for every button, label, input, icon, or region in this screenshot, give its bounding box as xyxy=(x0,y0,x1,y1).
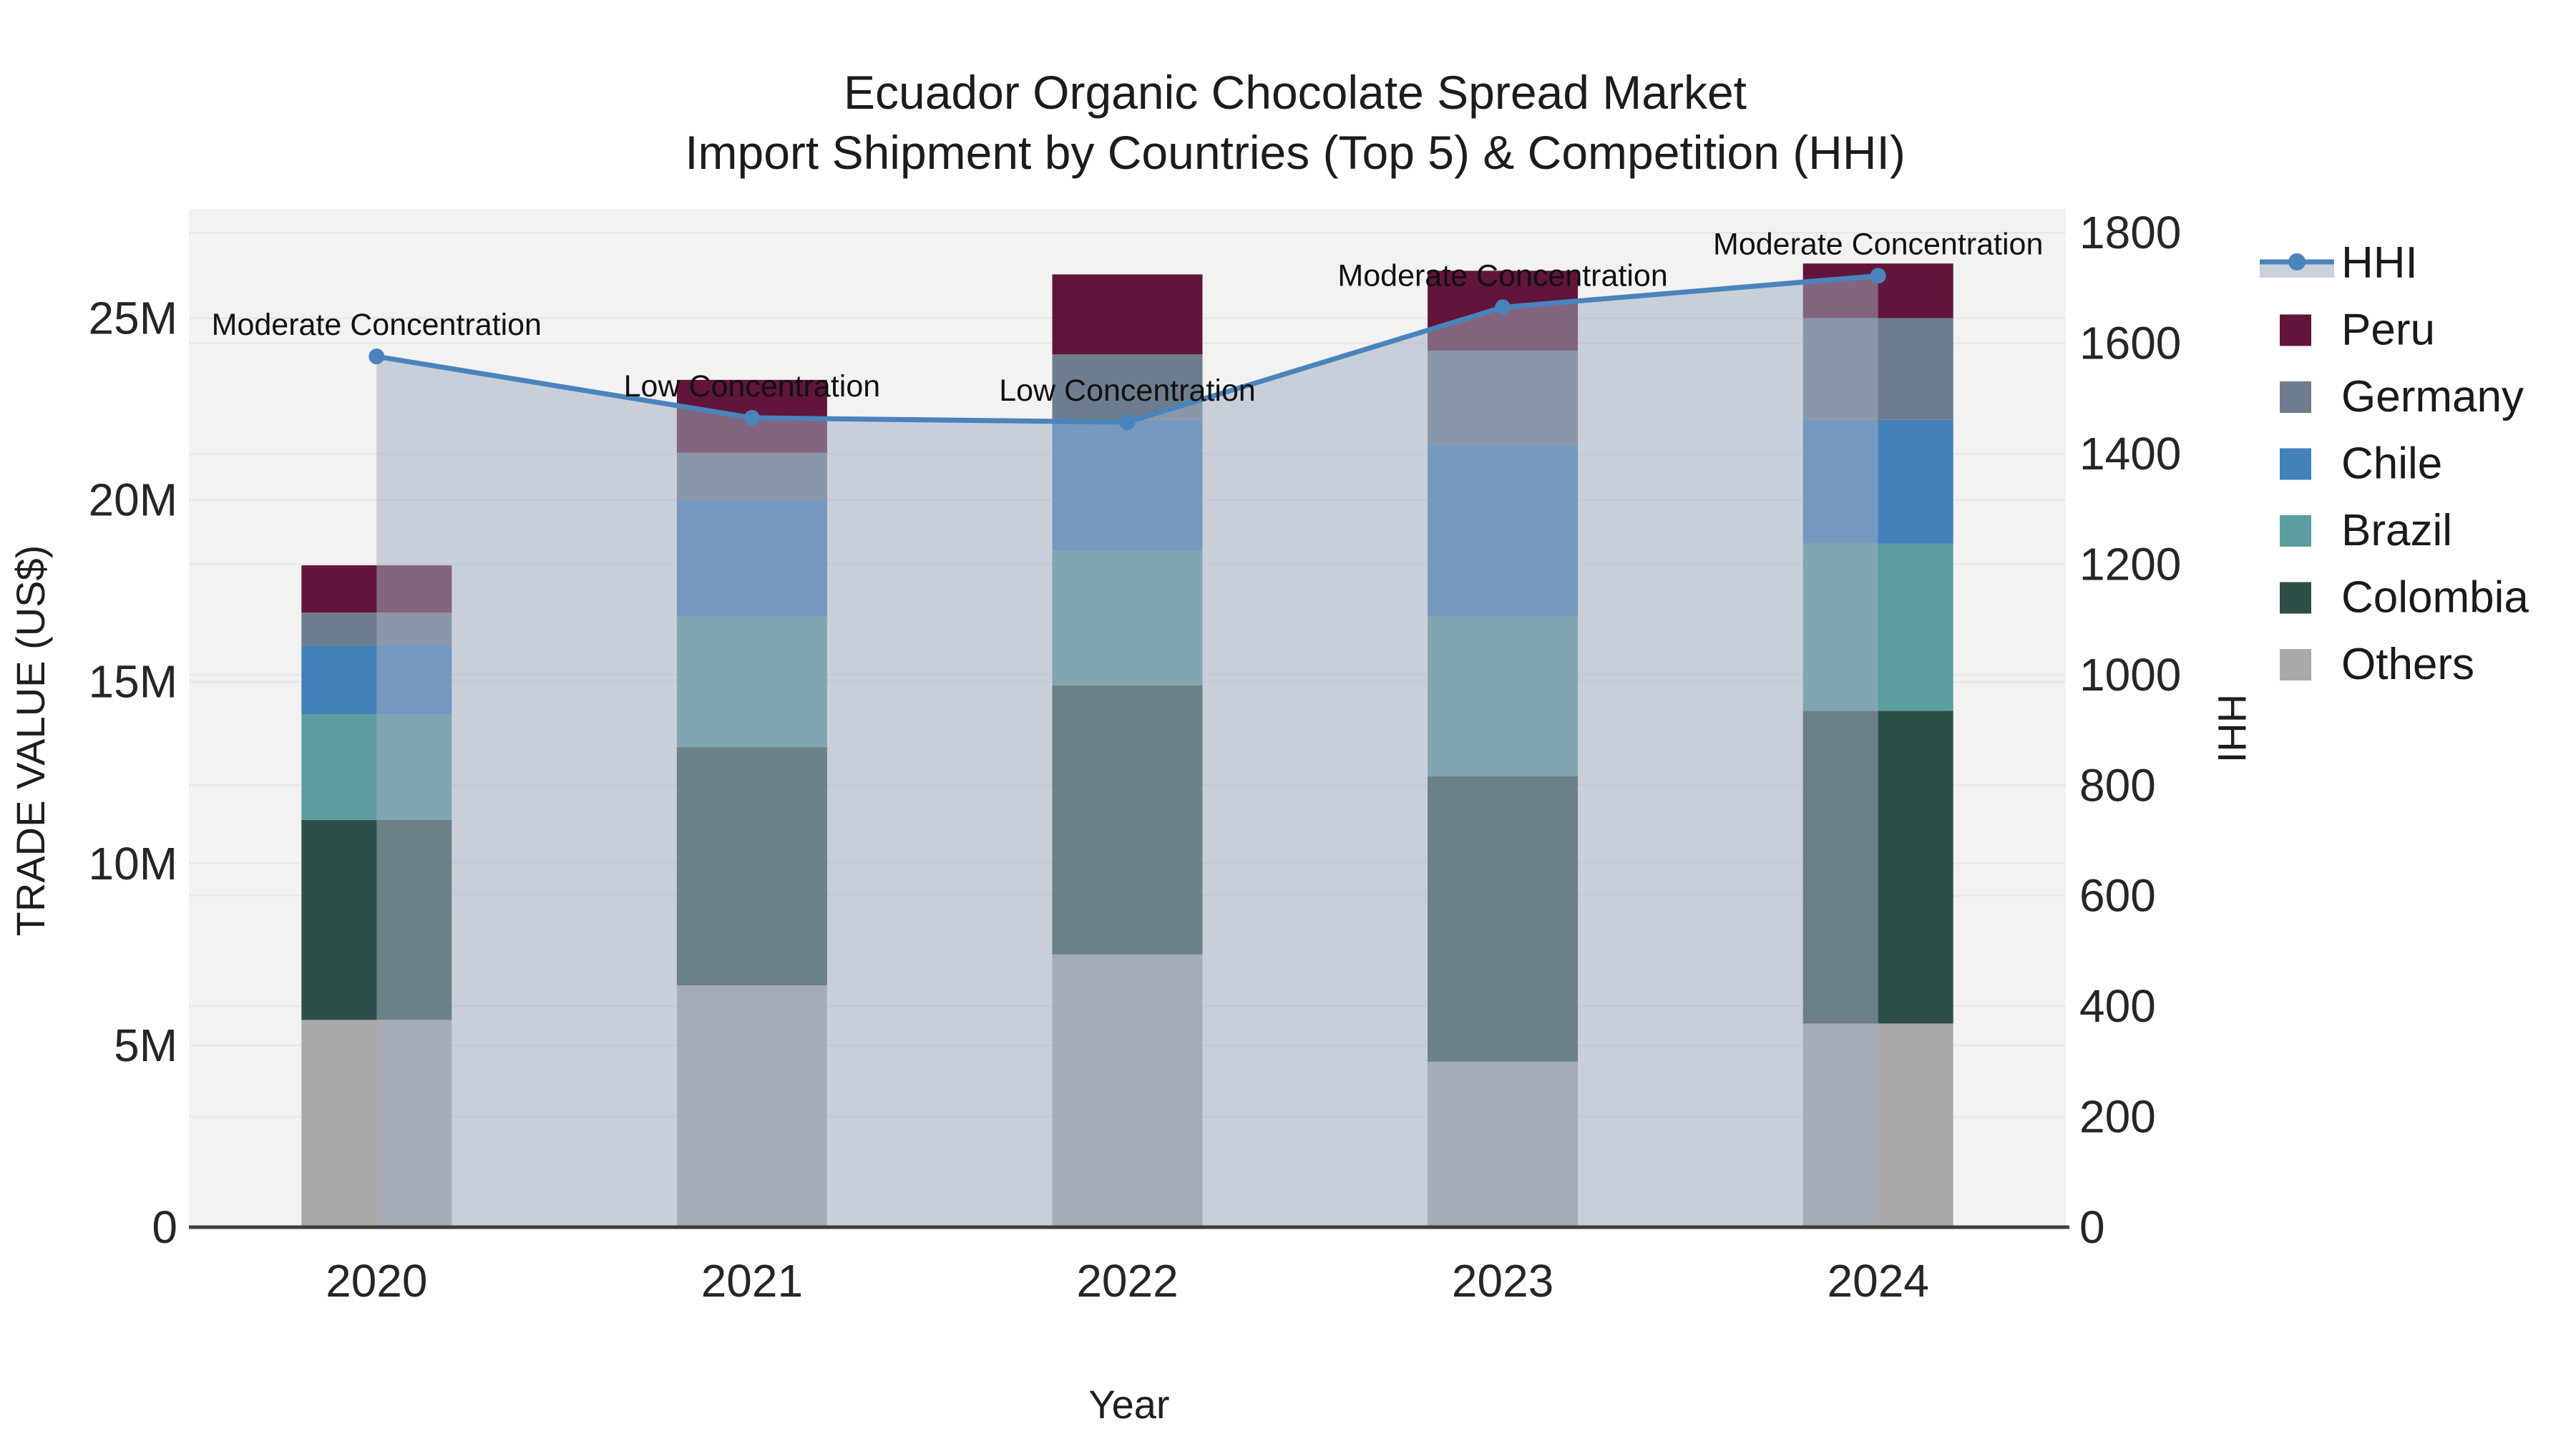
annotation-2021: Low Concentration xyxy=(624,369,881,404)
legend-label: Colombia xyxy=(2341,573,2529,623)
legend-swatch-others xyxy=(2280,649,2311,680)
y-left-tick-label: 15M xyxy=(89,656,178,708)
legend-item-brazil[interactable]: Brazil xyxy=(2280,506,2452,555)
y-axis-right-ticks: 0 200 400 600 800 1000 1200 1400 1600 1800 xyxy=(2079,207,2181,1253)
y-right-tick-label: 600 xyxy=(2079,870,2156,922)
legend-item-colombia[interactable]: Colombia xyxy=(2280,573,2529,623)
y-right-tick-label: 1200 xyxy=(2079,538,2181,590)
annotation-2022: Low Concentration xyxy=(999,374,1256,408)
x-tick-label-2021: 2021 xyxy=(701,1255,803,1307)
hhi-marker-2022 xyxy=(1119,414,1136,431)
legend-item-others[interactable]: Others xyxy=(2280,640,2474,689)
hhi-markers xyxy=(369,268,1886,431)
legend-swatch-peru xyxy=(2280,314,2311,346)
legend-label: Others xyxy=(2341,640,2474,689)
legend-swatch-germany xyxy=(2280,381,2311,413)
legend-item-hhi[interactable]: HHI xyxy=(2260,238,2418,288)
chart-title-line2: Import Shipment by Countries (Top 5) & C… xyxy=(685,126,1906,179)
y-axis-left-title: TRADE VALUE (US$) xyxy=(8,545,53,937)
hhi-marker-2020 xyxy=(369,348,385,365)
legend-item-germany[interactable]: Germany xyxy=(2280,372,2524,421)
x-tick-label-2023: 2023 xyxy=(1452,1255,1553,1307)
legend: HHI Peru Germany Chile Brazil Colombia Others xyxy=(2260,238,2529,689)
x-tick-label-2020: 2020 xyxy=(326,1255,427,1307)
y-right-tick-label: 1600 xyxy=(2079,318,2181,369)
y-right-tick-label: 800 xyxy=(2079,759,2156,811)
legend-label: Brazil xyxy=(2341,506,2452,555)
y-left-tick-label: 10M xyxy=(89,838,178,889)
legend-label: Peru xyxy=(2341,306,2435,355)
bar-segment-peru-2022 xyxy=(1052,274,1203,355)
hhi-area-fill xyxy=(376,275,1878,1227)
legend-hhi-marker xyxy=(2288,253,2306,270)
y-left-tick-label: 5M xyxy=(114,1020,177,1071)
y-left-tick-label: 20M xyxy=(89,474,178,526)
hhi-marker-2024 xyxy=(1870,268,1886,284)
y-right-tick-label: 1400 xyxy=(2079,428,2181,479)
x-tick-label-2024: 2024 xyxy=(1828,1255,1929,1307)
legend-swatch-colombia xyxy=(2280,582,2311,614)
x-tick-label-2022: 2022 xyxy=(1076,1255,1178,1307)
y-left-tick-label: 0 xyxy=(152,1201,177,1253)
legend-label: Germany xyxy=(2341,372,2524,421)
legend-item-peru[interactable]: Peru xyxy=(2280,306,2435,355)
x-axis-title: Year xyxy=(1088,1382,1169,1427)
y-right-tick-label: 0 xyxy=(2079,1201,2105,1253)
y-axis-right-title: HHI xyxy=(2210,694,2255,763)
y-right-tick-label: 200 xyxy=(2079,1091,2156,1143)
legend-item-chile[interactable]: Chile xyxy=(2280,439,2442,489)
legend-label: Chile xyxy=(2341,439,2442,489)
x-axis-ticks: 2020 2021 2022 2023 2024 xyxy=(326,1255,1929,1307)
y-right-tick-label: 1000 xyxy=(2079,649,2181,701)
y-axis-left-ticks: 0 5M 10M 15M 20M 25M xyxy=(89,292,178,1253)
legend-swatch-chile xyxy=(2280,448,2311,480)
hhi-marker-2021 xyxy=(743,409,760,426)
y-right-tick-label: 400 xyxy=(2079,980,2156,1032)
y-right-tick-label: 1800 xyxy=(2079,207,2181,258)
concentration-annotations: Moderate Concentration Low Concentration L… xyxy=(212,227,2044,408)
annotation-2023: Moderate Concentration xyxy=(1337,258,1667,293)
legend-swatch-brazil xyxy=(2280,515,2311,547)
annotation-2020: Moderate Concentration xyxy=(212,308,542,342)
hhi-marker-2023 xyxy=(1495,299,1511,316)
chart-title-line1: Ecuador Organic Chocolate Spread Market xyxy=(844,66,1747,119)
y-left-tick-label: 25M xyxy=(89,292,178,343)
annotation-2024: Moderate Concentration xyxy=(1713,227,2043,261)
legend-label: HHI xyxy=(2341,238,2418,288)
